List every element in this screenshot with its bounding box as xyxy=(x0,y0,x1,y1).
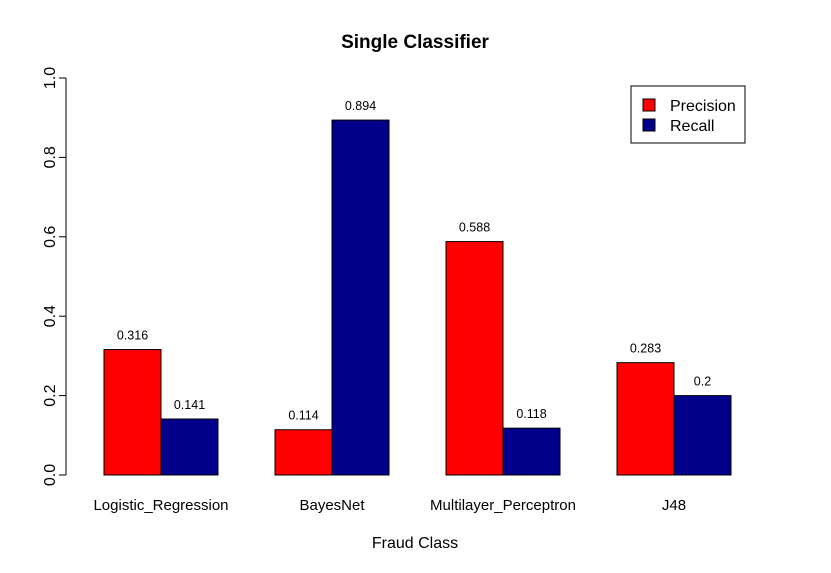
y-tick-label: 0.8 xyxy=(42,146,59,168)
bars xyxy=(103,119,732,476)
x-category-labels: Logistic_Regression BayesNet Multilayer_Pe… xyxy=(93,497,686,514)
data-label: 0.316 xyxy=(117,329,148,343)
data-labels: 0.316 0.141 0.114 0.894 0.588 0.118 0.283 0.2 xyxy=(117,99,711,423)
y-tick-label: 1.0 xyxy=(42,67,59,89)
x-category-label: J48 xyxy=(662,497,686,514)
y-axis: 0.0 0.2 0.4 0.6 0.8 1.0 xyxy=(42,67,67,486)
data-label: 0.894 xyxy=(345,99,376,113)
bar-recall-3 xyxy=(673,395,732,476)
chart-title: Single Classifier xyxy=(341,32,489,53)
data-label: 0.114 xyxy=(288,409,318,423)
x-category-label: BayesNet xyxy=(299,497,365,514)
x-axis-label: Fraud Class xyxy=(372,535,458,552)
data-label: 0.283 xyxy=(630,342,661,356)
x-category-label: Multilayer_Perceptron xyxy=(430,497,576,514)
legend-swatch-precision xyxy=(642,98,656,112)
x-category-label: Logistic_Regression xyxy=(93,497,228,514)
bar-precision-2 xyxy=(445,241,504,476)
data-label: 0.118 xyxy=(516,407,546,421)
bar-precision-3 xyxy=(616,362,675,476)
y-tick-label: 0.4 xyxy=(42,305,59,327)
data-label: 0.588 xyxy=(459,221,490,235)
legend-swatch-recall xyxy=(642,118,656,132)
y-tick-label: 0.2 xyxy=(42,384,59,406)
bar-precision-0 xyxy=(103,349,162,476)
legend-label-recall: Recall xyxy=(670,118,714,135)
legend-label-precision: Precision xyxy=(670,98,736,115)
bar-recall-2 xyxy=(502,427,561,476)
legend-box xyxy=(630,85,746,144)
legend: Precision Recall xyxy=(630,85,746,144)
y-tick-label: 0.6 xyxy=(42,226,59,248)
bar-recall-0 xyxy=(160,418,219,476)
data-label: 0.141 xyxy=(174,398,205,412)
y-tick-label: 0.0 xyxy=(42,464,59,486)
bar-precision-1 xyxy=(274,429,333,476)
data-label: 0.2 xyxy=(694,375,711,389)
bar-recall-1 xyxy=(331,119,390,476)
